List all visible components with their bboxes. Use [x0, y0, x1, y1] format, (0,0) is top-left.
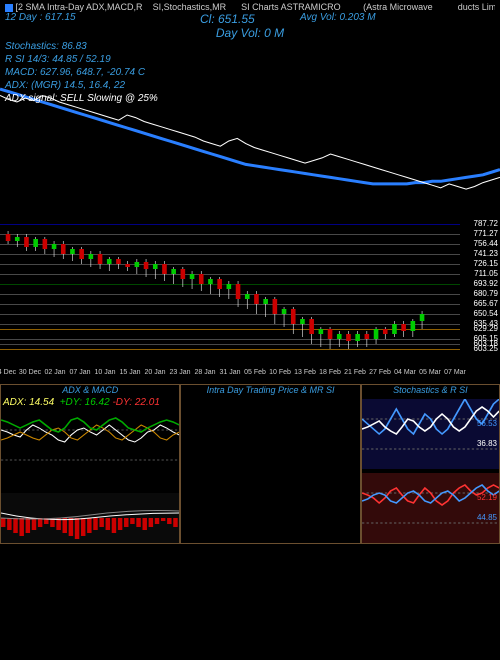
adx-chart [1, 410, 179, 480]
stoch-bot: 52.1944.85 [362, 473, 499, 543]
candle-svg [0, 219, 460, 359]
top-text-0: [2 SMA Intra-Day ADX,MACD,R [16, 2, 143, 12]
day-line: 12 Day : 617.15 [5, 12, 76, 23]
stats-block: Stochastics: 86.83 R SI 14/3: 44.85 / 52… [5, 40, 158, 105]
top-text-4: ducts Limi) [458, 2, 495, 12]
adx-macd-panel[interactable]: ADX & MACD ADX: 14.54 +DY: 16.42 -DY: 22… [0, 384, 180, 544]
stoch-top: 56.5336.83 [362, 399, 499, 469]
stat-stochastics: Stochastics: 86.83 [5, 40, 158, 53]
avg-vol: Avg Vol: 0.203 M [300, 12, 376, 23]
top-text-3: (Astra Microwave [363, 2, 433, 12]
macd-chart [1, 493, 179, 543]
day-vol: Day Vol: 0 M [0, 26, 500, 40]
stat-adx-signal: ADX signal: SELL Slowing @ 25% [5, 92, 158, 105]
close-line: Cl: 651.55 [200, 12, 255, 26]
header-top-line: [2 SMA Intra-Day ADX,MACD,R SI,Stochasti… [5, 2, 495, 12]
legend-box-blue [5, 4, 13, 12]
intra-panel[interactable]: Intra Day Trading Price & MR SI [180, 384, 360, 544]
adx-title: ADX & MACD [1, 385, 179, 395]
stoch-panel[interactable]: Stochastics & R SI 56.5336.83 52.1944.85 [361, 384, 500, 544]
intra-title: Intra Day Trading Price & MR SI [181, 385, 359, 395]
stat-macd: MACD: 627.96, 648.7, -20.74 C [5, 66, 158, 79]
stat-adx: ADX: (MGR) 14.5, 16.4, 22 [5, 79, 158, 92]
stat-rsi: R SI 14/3: 44.85 / 52.19 [5, 53, 158, 66]
main-chart-area: 787.72771.27756.44741.23726.15711.05693.… [0, 69, 500, 374]
candle-chart[interactable]: 787.72771.27756.44741.23726.15711.05693.… [0, 219, 500, 374]
adx-values: ADX: 14.54 +DY: 16.42 -DY: 22.01 [3, 397, 160, 408]
bottom-row: ADX & MACD ADX: 14.54 +DY: 16.42 -DY: 22… [0, 384, 500, 544]
top-text-2: SI Charts ASTRAMICRO [241, 2, 341, 12]
x-axis: 24 Dec30 Dec02 Jan07 Jan10 Jan15 Jan20 J… [0, 369, 500, 384]
top-text-1: SI,Stochastics,MR [153, 2, 227, 12]
stoch-title: Stochastics & R SI [362, 385, 499, 395]
